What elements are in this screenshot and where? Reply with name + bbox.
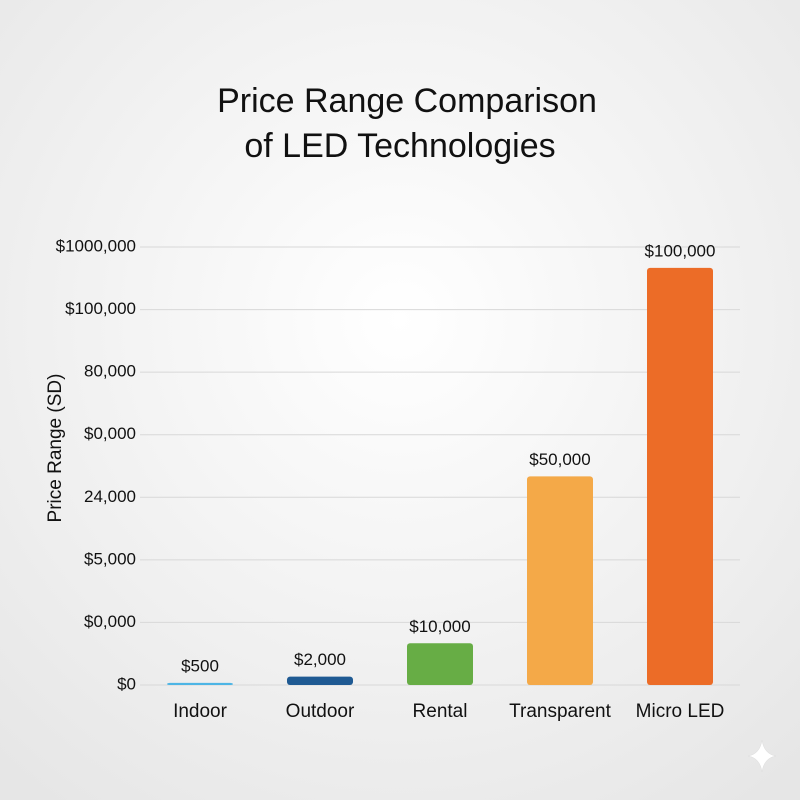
bar <box>527 476 593 685</box>
bar <box>167 682 233 685</box>
value-label: $10,000 <box>409 617 470 636</box>
x-tick-label: Rental <box>413 701 468 722</box>
x-tick-label: Outdoor <box>286 701 355 722</box>
value-label: $50,000 <box>529 450 590 469</box>
x-tick-label: Micro LED <box>636 701 725 722</box>
x-tick-label: Transparent <box>509 701 611 722</box>
y-tick-label: $1000,000 <box>56 236 136 255</box>
y-tick-label: $100,000 <box>65 299 136 318</box>
y-tick-label: 24,000 <box>84 487 136 506</box>
value-label: $100,000 <box>645 241 716 260</box>
y-axis-label: Price Range (SD) <box>45 374 66 523</box>
x-tick-label: Indoor <box>173 701 228 722</box>
y-tick-label: $0,000 <box>84 612 136 631</box>
sparkle-icon <box>747 739 777 773</box>
chart-title: of LED Technologies <box>244 127 555 165</box>
bar <box>287 676 353 685</box>
y-tick-label: $0,000 <box>84 424 136 443</box>
y-tick-label: 80,000 <box>84 362 136 381</box>
bar <box>647 267 713 685</box>
value-label: $2,000 <box>294 650 346 669</box>
y-tick-label: $0 <box>117 674 136 693</box>
chart-title: Price Range Comparison <box>217 82 597 120</box>
bar <box>407 643 473 685</box>
value-label: $500 <box>181 656 219 675</box>
y-tick-label: $5,000 <box>84 549 136 568</box>
